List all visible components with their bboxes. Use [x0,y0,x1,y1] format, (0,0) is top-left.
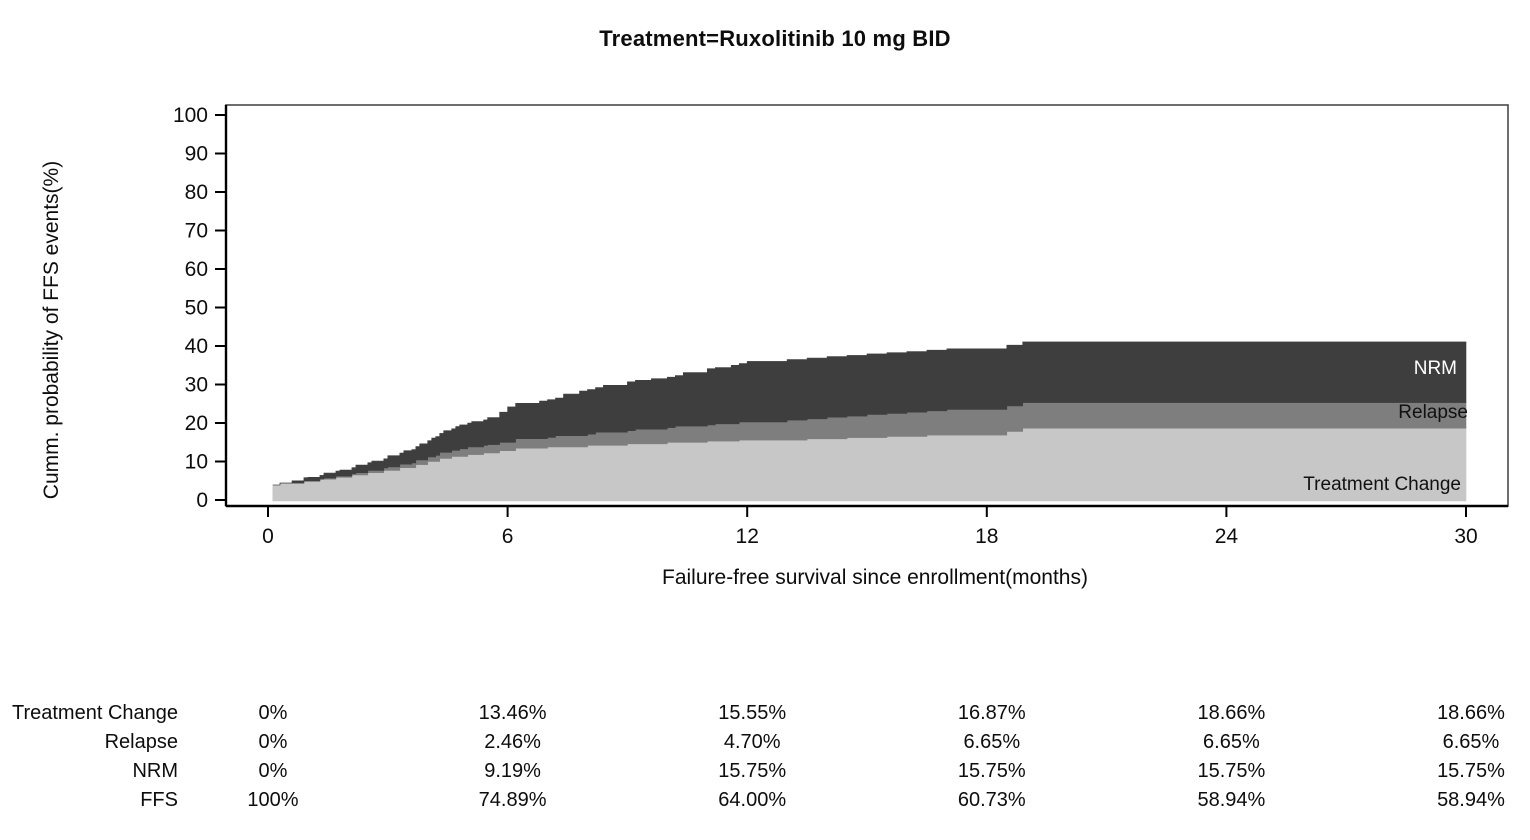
table-cell: 9.19% [484,760,541,782]
y-tick-label: 40 [185,335,208,358]
table-cell: 15.75% [1197,760,1266,782]
table-cell: 58.94% [1197,789,1266,811]
y-tick-label: 100 [173,104,208,127]
table-cell: 15.75% [957,760,1026,782]
y-tick-label: 10 [185,451,208,474]
table-row-label: Treatment Change [11,702,178,724]
table-cell: 2.46% [484,731,541,753]
table-cell: 4.70% [723,731,781,753]
area-nrm [272,341,1467,486]
table-cell: 58.94% [1437,789,1505,811]
cumulative-incidence-plot: 0 10 20 30 40 50 60 70 80 90 100 0 6 12 18 24 30 NRM Relap… [173,104,1509,548]
table-cell: 0% [258,731,288,753]
table-cell: 15.75% [718,760,787,782]
y-tick-label: 0 [196,489,208,512]
x-tick-label: 0 [262,525,274,548]
table-row-label: NRM [132,760,178,782]
table-cell: 0% [258,702,288,724]
table-cell: 0% [258,760,288,782]
x-tick-label: 24 [1215,525,1239,548]
x-tick-label: 6 [502,525,514,548]
area-label-relapse: Relapse [1398,402,1468,423]
table-cell: 6.65% [1442,731,1500,753]
table-row-label: Relapse [104,731,178,753]
table-cell: 13.46% [478,702,547,724]
y-tick-label: 80 [185,181,208,204]
table-cell: 64.00% [718,789,787,811]
y-tick-label: 20 [185,412,208,435]
table-cell: 18.66% [1437,702,1505,724]
table-cell: 15.75% [1437,760,1505,782]
area-label-treatment_change: Treatment Change [1303,474,1461,495]
y-tick-label: 30 [185,374,208,397]
area-label-nrm: NRM [1414,358,1457,379]
y-tick-label: 70 [185,220,208,243]
table-cell: 74.89% [478,789,547,811]
y-tick-label: 50 [185,297,208,320]
table-cell: 18.66% [1197,702,1266,724]
table-cell: 100% [247,789,299,811]
y-tick-label: 60 [185,258,208,281]
table-cell: 6.65% [963,731,1021,753]
table-row-label: FFS [140,789,178,811]
table-cell: 16.87% [957,702,1026,724]
x-tick-label: 12 [736,525,759,548]
table-cell: 15.55% [718,702,787,724]
table-cell: 6.65% [1203,731,1260,753]
chart-title: Treatment=Ruxolitinib 10 mg BID [599,26,951,51]
table-cell: 60.73% [957,789,1026,811]
x-axis-title: Failure-free survival since enrollment(m… [662,566,1088,589]
y-tick-label: 90 [185,143,208,166]
x-tick-label: 30 [1454,525,1477,548]
x-tick-label: 18 [975,525,998,548]
